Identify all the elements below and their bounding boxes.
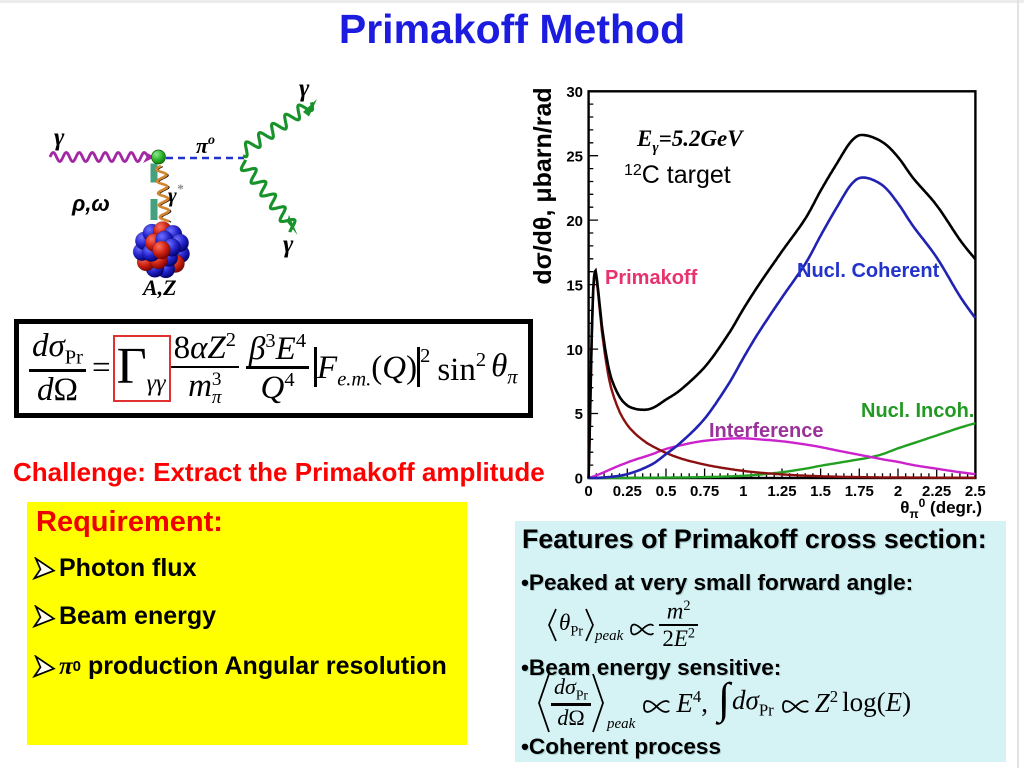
svg-text:Primakoff: Primakoff [605,267,698,289]
svg-text:2.25: 2.25 [922,483,951,500]
svg-text:Interference: Interference [709,420,824,442]
svg-text:1.5: 1.5 [810,483,831,500]
svg-text:Nucl. Coherent: Nucl. Coherent [797,260,940,282]
svg-text:20: 20 [566,213,583,230]
svg-text:2.5: 2.5 [965,483,986,500]
svg-text:5: 5 [575,406,583,423]
svg-text:γ: γ [54,124,65,151]
svg-text:0.25: 0.25 [613,483,642,500]
svg-text:1.25: 1.25 [767,483,796,500]
svg-text:γ: γ [299,75,310,102]
svg-text:25: 25 [566,148,583,165]
svg-text:0: 0 [584,483,592,500]
svg-text:Eγ=5.2GeV: Eγ=5.2GeV [636,126,744,156]
svg-text:0: 0 [575,471,583,488]
svg-text:ρ,ω: ρ,ω [71,191,110,216]
svg-text:γ*: γ* [168,181,184,207]
svg-text:15: 15 [566,277,583,294]
svg-text:dσ/dθ, μbarn/rad: dσ/dθ, μbarn/rad [529,87,557,284]
svg-text:12C target: 12C target [624,161,731,189]
svg-text:A,Z: A,Z [141,275,177,300]
svg-text:θπ0 (degr.): θπ0 (degr.) [900,496,982,520]
svg-text:10: 10 [566,342,583,359]
svg-text:γ: γ [283,231,294,258]
svg-text:1.75: 1.75 [845,483,874,500]
svg-text:Nucl. Incoh.: Nucl. Incoh. [861,400,974,422]
svg-text:0.75: 0.75 [690,483,719,500]
svg-text:πo: πo [196,133,215,158]
svg-text:1: 1 [739,483,747,500]
svg-text:30: 30 [566,84,583,101]
svg-text:2: 2 [894,483,902,500]
svg-text:0.5: 0.5 [656,483,677,500]
